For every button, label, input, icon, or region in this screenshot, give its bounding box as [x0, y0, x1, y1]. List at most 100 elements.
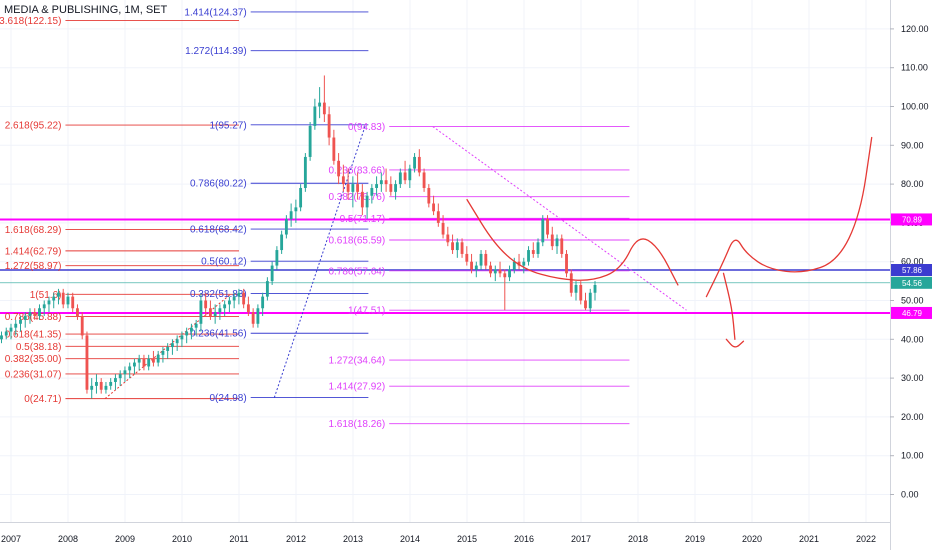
fib-level-label: 0(94.83) — [348, 122, 385, 133]
candle-body — [147, 358, 151, 367]
candle — [322, 75, 326, 123]
fib-level-label: 2.618(95.22) — [5, 121, 62, 132]
candle-body — [493, 269, 497, 274]
candle-body — [588, 292, 592, 309]
candle-body — [142, 358, 146, 367]
candle-body — [565, 253, 568, 274]
candle-body — [389, 184, 393, 192]
candle — [436, 203, 440, 227]
candle-body — [23, 316, 27, 320]
candle-body — [555, 238, 559, 247]
candle — [265, 277, 269, 301]
candle-body — [9, 327, 13, 332]
candle-body — [536, 242, 540, 254]
candle-body — [403, 172, 407, 181]
price-tick-label: 20.00 — [901, 412, 924, 422]
candle-body — [66, 296, 70, 305]
fib-level-label: 0.382(76.76) — [328, 192, 385, 203]
candle-body — [489, 265, 492, 274]
price-tick-label: 30.00 — [901, 373, 924, 383]
candle — [413, 153, 417, 173]
candle — [275, 246, 279, 270]
candle-body — [413, 156, 417, 169]
candle-body — [14, 323, 18, 328]
candle — [280, 230, 284, 254]
candle — [133, 358, 136, 375]
fib-level-label: 3.618(122.15) — [0, 16, 61, 27]
candle — [137, 354, 141, 371]
candle-body — [370, 187, 374, 196]
price-tag-label: 46.79 — [902, 309, 923, 318]
time-tick-label: 2016 — [514, 534, 534, 544]
candle — [90, 378, 94, 399]
candle-body — [517, 261, 521, 266]
fib-level-label: 0(24.71) — [24, 394, 61, 405]
fibonacci-set[interactable]: 3.618(122.15) 2.618(95.22) 1.618(68.29) 1.4… — [0, 16, 239, 405]
candle — [503, 269, 507, 311]
candle — [66, 292, 70, 309]
candle-body — [71, 296, 75, 309]
candle-body — [152, 358, 155, 363]
candle — [156, 350, 160, 367]
candle — [166, 343, 170, 359]
candle — [142, 354, 146, 371]
fib-level-label: 0.5(38.18) — [16, 342, 62, 353]
candle — [19, 316, 22, 332]
fib-level-label: 0.5(71.17) — [340, 214, 386, 225]
candle — [389, 176, 393, 196]
candle — [588, 288, 592, 313]
candle-body — [436, 211, 440, 223]
candle-body — [175, 339, 179, 344]
candle — [479, 250, 483, 270]
candle-body — [308, 125, 312, 157]
candle — [498, 261, 502, 278]
candle — [4, 327, 8, 340]
candle — [517, 253, 521, 270]
candle-body — [303, 156, 307, 188]
candle-body — [579, 284, 583, 301]
time-tick-label: 2010 — [172, 534, 192, 544]
candle-body — [356, 184, 360, 192]
time-tick-label: 2021 — [799, 534, 819, 544]
candle — [204, 292, 208, 317]
time-tick-label: 2017 — [571, 534, 591, 544]
candle-body — [114, 378, 117, 382]
candle — [536, 238, 540, 258]
time-tick-label: 2009 — [115, 534, 135, 544]
candle — [531, 242, 535, 258]
candle-body — [185, 331, 189, 336]
candle-body — [170, 343, 174, 348]
candle — [33, 308, 37, 320]
fibonacci-set[interactable]: 1.414(124.37) 1.272(114.39) 1(95.27) 0.786(… — [184, 7, 369, 404]
candle — [199, 293, 203, 332]
candle — [427, 184, 431, 208]
candle-body — [569, 273, 573, 293]
price-tag: 57.86 — [891, 264, 932, 277]
candle — [574, 281, 578, 301]
candle-body — [550, 234, 554, 247]
candle — [441, 215, 445, 239]
candle — [446, 226, 450, 247]
candle — [422, 168, 426, 192]
candle-body — [455, 242, 459, 251]
candle — [152, 350, 155, 367]
price-tag-label: 70.89 — [902, 215, 923, 224]
candle-body — [237, 292, 241, 297]
fib-level-label: 0.5(60.12) — [201, 257, 247, 268]
candle-body — [318, 102, 322, 107]
time-axis[interactable]: 2007 2008 2009 2010 2011 2012 2013 2014 2015 2016… — [0, 522, 890, 545]
candle — [365, 191, 369, 220]
fib-level-label: 0.382(51.83) — [190, 289, 247, 300]
candle-body — [118, 374, 122, 379]
dotted-trend-line — [432, 126, 687, 311]
candle-body — [251, 312, 255, 324]
fibonacci-retracements[interactable]: 3.618(122.15) 2.618(95.22) 1.618(68.29) 1.4… — [0, 7, 630, 430]
candle — [512, 257, 516, 274]
fibonacci-set[interactable]: 0(94.83) 0.236(83.66) 0.382(76.76) 0.5(71.1… — [328, 122, 630, 430]
candle-body — [85, 335, 89, 390]
candle-body — [427, 187, 431, 204]
candle-body — [137, 358, 141, 363]
time-tick-label: 2011 — [229, 534, 248, 544]
time-tick-label: 2015 — [457, 534, 477, 544]
